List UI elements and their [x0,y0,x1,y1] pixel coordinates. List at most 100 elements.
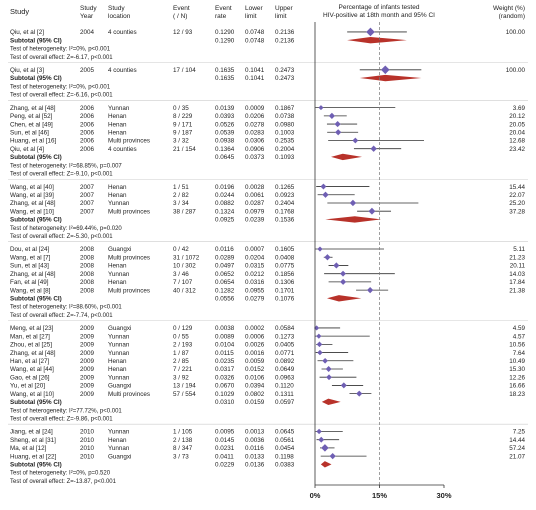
upper-limit: 0.1198 [275,453,294,460]
lower-limit: 0.0016 [245,350,265,357]
event-rate: 0.1364 [215,146,235,153]
lower-limit: 0.0802 [245,391,265,398]
study-location: Yunnan [108,105,130,112]
event-rate: 0.0038 [215,325,235,332]
subtotal-rate: 0.0645 [215,154,235,161]
weight: 21.38 [509,287,525,294]
event-count: 13 / 194 [173,383,196,390]
study-location: Yunnan [108,333,130,340]
event-rate: 0.0196 [215,184,235,191]
subtotal-lower: 0.0136 [245,462,265,469]
weight: 100.00 [506,67,526,74]
study-location: Henan [108,184,127,191]
upper-limit: 0.2404 [275,200,295,207]
weight: 4.57 [513,333,526,340]
lower-limit: 0.1041 [245,67,265,74]
event-rate: 0.0882 [215,200,235,207]
study-location: Multi provinces [108,138,150,145]
overall-effect-test: Test of overall effect: Z=-7.74, p<0.001 [10,313,113,319]
upper-limit: 0.0561 [275,437,295,444]
header-upper-line1: Upper [275,5,294,12]
study-name: Huang, et al [16] [10,138,56,145]
study-marker [333,262,340,269]
study-location: Henan [108,129,127,136]
weight: 37.28 [509,208,525,215]
event-count: 10 / 302 [173,263,196,270]
subtotal-lower: 0.0159 [245,399,265,406]
event-count: 12 / 93 [173,29,193,36]
study-location: Yunnan [108,342,130,349]
overall-effect-test: Test of overall effect: Z=-6.16, p<0.001 [10,93,113,99]
study-marker [318,105,324,111]
event-count: 2 / 82 [173,192,189,199]
summary-diamond [359,74,422,82]
subtotal-rate: 0.0229 [215,462,235,469]
event-count: 2 / 138 [173,437,193,444]
subtotal-lower: 0.0239 [245,217,265,224]
x-tick-label: 0% [310,491,321,500]
weight: 22.07 [509,192,525,199]
study-name: Ma, et al [12] [10,445,47,452]
study-marker [340,382,347,389]
study-marker [324,254,331,261]
group-2010: Jiang, et al [24] 2010 Yunnan 1 / 105 0.0095… [10,429,525,469]
table-row: Dou, et al [24] 2008 Guangxi 0 / 42 0.0116 0.… [10,246,525,253]
table-row: Wang, et al [10] 2007 Multi provinces 38 / … [10,207,525,215]
subtotal-rate: 0.0310 [215,399,235,406]
weight: 15.30 [509,366,525,373]
lower-limit: 0.0315 [245,263,265,270]
event-rate: 0.1029 [215,391,235,398]
table-row: Jiang, et al [24] 2010 Yunnan 1 / 105 0.0095… [10,429,525,436]
study-name: Meng, et al [23] [10,325,54,332]
subtotal-row: Subtotal (95% CI) 0.1635 0.1041 0.2473 [10,74,422,82]
event-rate: 0.1324 [215,208,235,215]
table-header: Study Study Year Study location Event ( … [10,4,525,20]
study-year: 2009 [80,383,95,390]
study-year: 2006 [80,146,95,153]
weight: 4.59 [513,325,526,332]
upper-limit: 0.1867 [275,105,295,112]
event-count: 3 / 34 [173,200,189,207]
study-name: Yu, et al [20] [10,383,45,390]
lower-limit: 0.0306 [245,138,265,145]
heterogeneity-test: Test of heterogeneity: I²=0%, p=0.520 [10,471,111,477]
event-rate: 0.0289 [215,254,235,261]
lower-limit: 0.0394 [245,383,265,390]
table-row: Meng, et al [23] 2009 Guangxi 0 / 129 0.0038… [10,325,525,332]
table-row: Qiu, et al [4] 2006 4 counties 21 / 154 0.13… [10,145,525,153]
study-name: Qiu, et al [2] [10,29,44,36]
study-name: Gao, et al [26] [10,374,50,381]
header-lower-line1: Lower [245,5,264,12]
study-year: 2006 [80,105,95,112]
study-marker [340,278,347,285]
weight: 17.84 [509,279,525,286]
subtotal-upper: 0.1536 [275,217,295,224]
study-year: 2009 [80,358,95,365]
event-count: 57 / 554 [173,391,196,398]
upper-limit: 0.0645 [275,429,295,436]
event-count: 9 / 171 [173,121,193,128]
study-name: Chen, et al [49] [10,121,53,128]
event-rate: 0.0317 [215,366,235,373]
group-2008: Dou, et al [24] 2008 Guangxi 0 / 42 0.0116 0.… [10,246,525,302]
subtotal-label: Subtotal (95% CI) [10,462,62,469]
study-marker [368,207,376,215]
forest-rows: Qiu, et al [2] 2004 4 counties 12 / 93 0.129… [8,27,528,485]
study-name: Man, et al [27] [10,333,50,340]
study-location: Yunnan [108,429,130,436]
summary-diamond [347,36,407,44]
header-year-line2: Year [80,13,94,20]
group-2007: Wang, et al [40] 2007 Henan 1 / 51 0.0196 0.0… [10,183,525,224]
upper-limit: 0.1120 [275,383,294,390]
summary-diamond [331,153,362,161]
event-count: 3 / 73 [173,453,189,460]
study-name: Han, et al [27] [10,358,49,365]
study-location: Henan [108,113,127,120]
study-location: Henan [108,263,127,270]
study-name: Qiu, et al [3] [10,67,44,74]
study-marker [322,357,328,364]
study-year: 2009 [80,350,95,357]
overall-effect-test: Test of overall effect: Z=-9.86, p<0.001 [10,416,113,422]
lower-limit: 0.0036 [245,437,265,444]
